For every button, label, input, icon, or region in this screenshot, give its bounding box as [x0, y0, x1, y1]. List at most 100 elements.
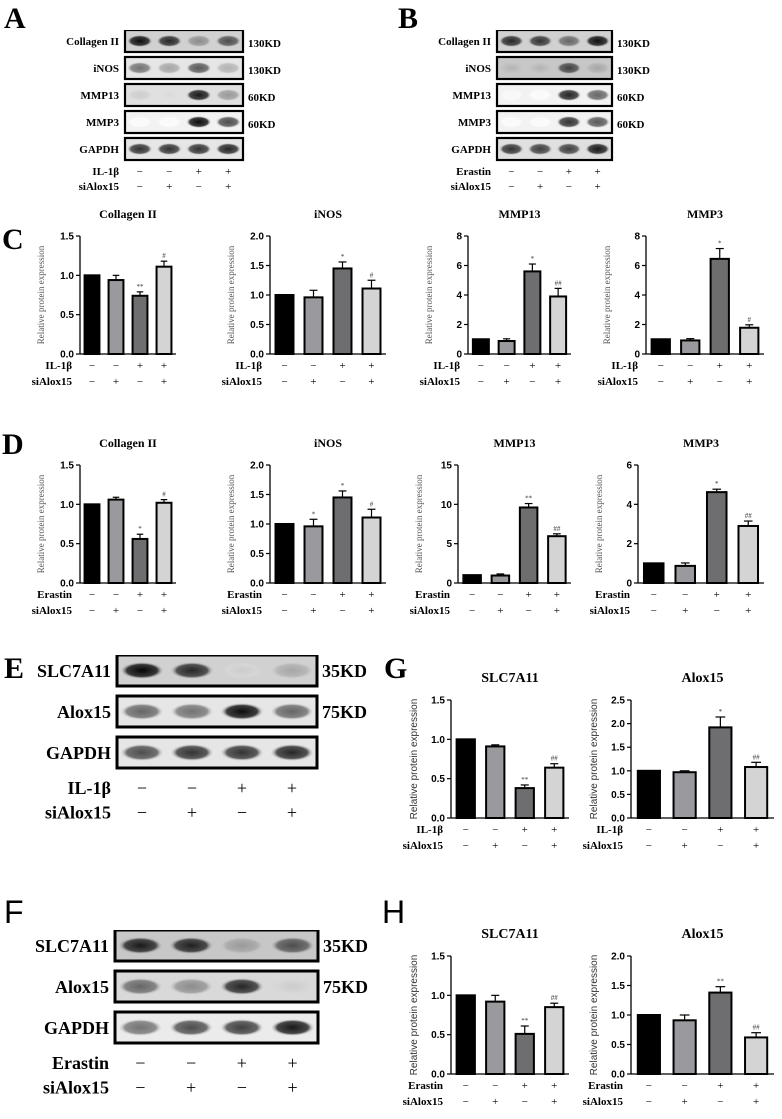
- bar: [490, 574, 511, 585]
- bar: [274, 294, 295, 355]
- minus-sign: −: [646, 1096, 652, 1108]
- protein-band: [270, 743, 314, 762]
- blot-row: SLC7A11 35KD: [35, 930, 368, 963]
- minus-sign: −: [537, 166, 543, 178]
- protein-band: [170, 743, 214, 762]
- bar: [107, 498, 125, 584]
- chart-title: iNOS: [314, 207, 342, 221]
- chart-title: SLC7A11: [481, 927, 539, 942]
- western-blot-f: SLC7A11 35KD Alox15 75KD GAPDH Erastin − − + + siA…: [35, 930, 368, 1098]
- y-tick-label: 0: [626, 579, 632, 590]
- plus-sign: +: [196, 166, 202, 178]
- significance-marker: ##: [753, 1024, 761, 1032]
- plus-sign: +: [522, 824, 528, 836]
- protein-band: [584, 34, 611, 48]
- minus-sign: −: [89, 376, 95, 388]
- blot-row: MMP3 60KD: [458, 109, 645, 135]
- protein-band: [126, 88, 153, 102]
- minus-sign: −: [682, 1080, 688, 1092]
- plus-sign: +: [137, 360, 143, 372]
- protein-label: Alox15: [55, 977, 109, 997]
- protein-band: [118, 977, 163, 996]
- significance-marker: #: [162, 252, 166, 260]
- minus-sign: −: [463, 1080, 469, 1092]
- minus-sign: −: [463, 840, 469, 852]
- sialox15-row-label: siAlox15: [410, 605, 450, 617]
- bar-chart-g-slc7a11: SLC7A11 Relative protein expression 0.0 0.5…: [403, 671, 569, 852]
- protein-band: [219, 936, 265, 955]
- blot-row: MMP3 60KD: [86, 109, 276, 135]
- plus-sign: +: [551, 1080, 557, 1092]
- plus-sign: +: [237, 1053, 247, 1073]
- protein-band: [168, 936, 214, 955]
- significance-marker: ##: [745, 512, 753, 520]
- protein-band: [220, 743, 264, 762]
- protein-band: [170, 661, 214, 680]
- protein-label: MMP13: [81, 90, 120, 102]
- protein-band: [168, 977, 214, 996]
- minus-sign: −: [186, 1053, 196, 1073]
- minus-sign: −: [504, 360, 510, 372]
- minus-sign: −: [508, 181, 514, 193]
- protein-band: [156, 88, 183, 102]
- plus-sign: +: [682, 605, 688, 617]
- bar: [131, 294, 149, 355]
- minus-sign: −: [463, 824, 469, 836]
- y-axis-label: Relative protein expression: [589, 699, 600, 820]
- panel-label-f: F: [4, 894, 24, 930]
- blot-membrane: [495, 109, 614, 135]
- plus-sign: +: [746, 376, 752, 388]
- plus-sign: +: [288, 1053, 298, 1073]
- chart-title: Collagen II: [99, 436, 157, 450]
- minus-sign: −: [717, 376, 723, 388]
- y-tick-label: 2: [456, 320, 462, 331]
- protein-band: [220, 661, 264, 680]
- treatment-row-label: IL-1β: [45, 360, 72, 372]
- y-tick-label: 0: [456, 350, 462, 361]
- y-tick-label: 1.0: [611, 766, 625, 777]
- blot-row: iNOS 130KD: [465, 55, 650, 81]
- plus-sign: +: [225, 166, 231, 178]
- plus-sign: +: [166, 181, 172, 193]
- plus-sign: +: [745, 605, 751, 617]
- y-tick-label: 0.5: [60, 310, 74, 321]
- minus-sign: −: [137, 803, 147, 823]
- bar-chart-d-inos: iNOS Relative protein expression 0.0 0.5 1.0…: [222, 436, 386, 617]
- western-blot-b: Collagen II 130KD iNOS 130KD MMP13 60KD MMP3 60…: [438, 30, 650, 193]
- treatment-row-label: Erastin: [595, 589, 630, 601]
- bar: [514, 787, 535, 819]
- y-tick-label: 1.5: [611, 743, 625, 754]
- plus-sign: +: [237, 778, 247, 798]
- bar: [274, 523, 295, 584]
- significance-marker: ##: [551, 755, 559, 763]
- significance-marker: ##: [555, 279, 563, 287]
- significance-marker: **: [521, 1017, 529, 1025]
- plus-sign: +: [522, 1080, 528, 1092]
- protein-band: [215, 34, 242, 48]
- significance-marker: *: [718, 240, 722, 248]
- protein-band: [118, 936, 163, 955]
- protein-band: [584, 115, 611, 129]
- protein-band: [556, 88, 582, 102]
- bar: [744, 766, 769, 820]
- molecular-weight-label: 130KD: [617, 38, 650, 50]
- plus-sign: +: [492, 840, 498, 852]
- chart-title: Alox15: [682, 927, 724, 942]
- y-tick-label: 0.0: [611, 814, 625, 825]
- y-tick-label: 0.5: [611, 1040, 625, 1051]
- minus-sign: −: [281, 360, 287, 372]
- y-tick-label: 1.0: [431, 991, 445, 1002]
- y-tick-label: 8: [634, 232, 640, 243]
- protein-label: GAPDH: [451, 144, 491, 156]
- bar: [462, 574, 482, 584]
- protein-label: Alox15: [57, 702, 111, 722]
- plus-sign: +: [745, 589, 751, 601]
- plus-sign: +: [492, 1096, 498, 1108]
- treatment-row-label: IL-1β: [611, 360, 638, 372]
- significance-marker: *: [341, 482, 345, 490]
- protein-label: MMP3: [86, 117, 119, 129]
- protein-band: [219, 1018, 265, 1037]
- bar: [544, 766, 565, 820]
- bar: [737, 524, 760, 584]
- protein-band: [584, 88, 611, 102]
